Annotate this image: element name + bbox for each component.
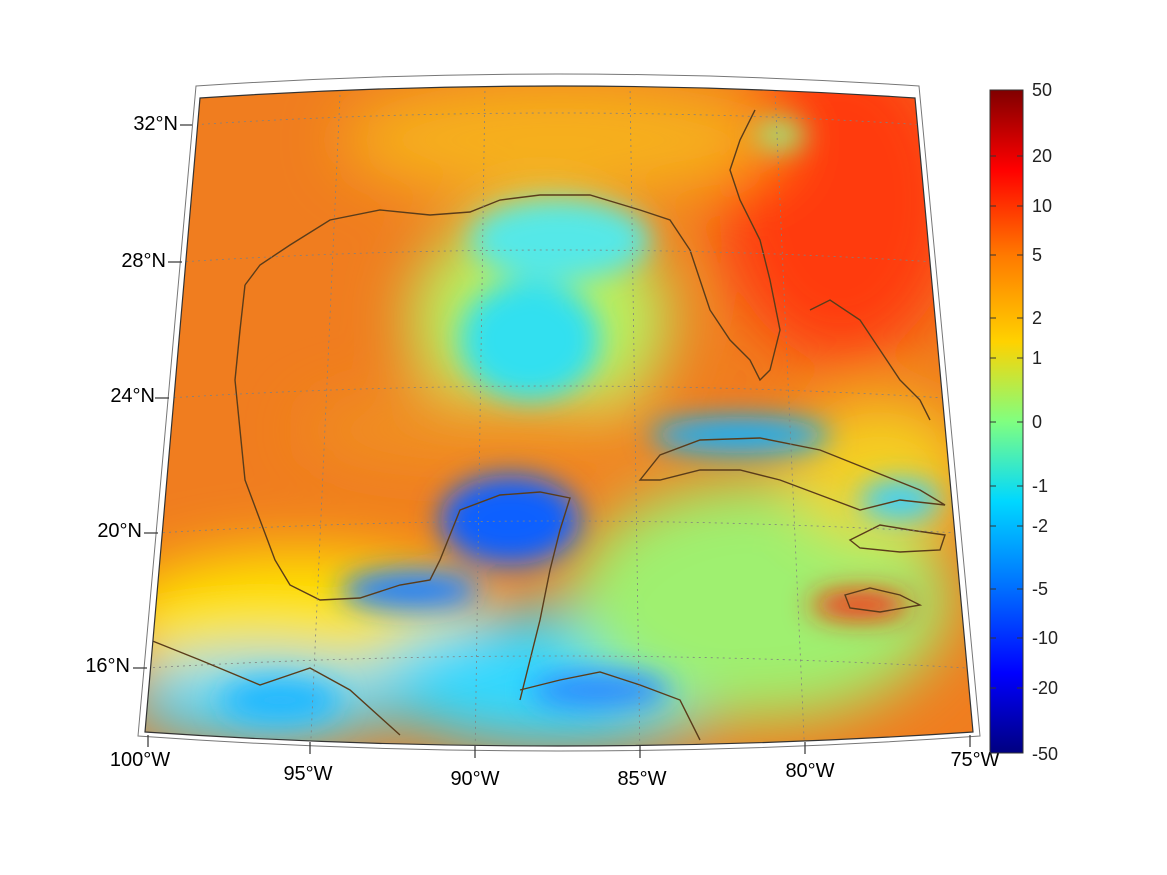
graticule <box>146 86 968 746</box>
coastline-jamaica <box>844 587 923 613</box>
colorbar-label: -5 <box>1032 579 1048 599</box>
colorbar-label: 2 <box>1032 308 1042 328</box>
lon-label-100w: 100°W <box>110 749 170 771</box>
longitude-labels: 100°W 95°W 90°W 85°W 80°W 75°W <box>110 749 1000 790</box>
coastline-pacific <box>149 639 401 736</box>
lon-label-85w: 85°W <box>617 768 666 790</box>
lon-label-95w: 95°W <box>283 763 332 785</box>
coastline-layer <box>149 109 946 741</box>
lat-label-32n: 32°N <box>133 113 178 135</box>
coastline-mexico <box>234 284 571 701</box>
colorbar-ticks <box>990 89 1023 754</box>
colorbar-label: -20 <box>1032 678 1058 698</box>
colorbar-label: 50 <box>1032 80 1052 100</box>
colorbar-label: 20 <box>1032 146 1052 166</box>
colorbar: 50 20 10 5 2 1 0 -1 -2 -5 -10 -20 -50 <box>989 80 1058 764</box>
colorbar-label: 0 <box>1032 412 1042 432</box>
lon-label-90w: 90°W <box>450 768 499 790</box>
coastline-bahamas <box>809 299 931 421</box>
colorbar-label: 10 <box>1032 196 1052 216</box>
data-field <box>145 86 973 746</box>
lon-label-80w: 80°W <box>785 760 834 782</box>
lat-label-20n: 20°N <box>97 520 142 542</box>
colorbar-label: -1 <box>1032 476 1048 496</box>
colorbar-label: -2 <box>1032 516 1048 536</box>
map-frame <box>144 85 974 747</box>
coastline-hispaniola <box>848 524 946 553</box>
colorbar-labels: 50 20 10 5 2 1 0 -1 -2 -5 -10 -20 -50 <box>1032 80 1058 764</box>
colorbar-label: 5 <box>1032 245 1042 265</box>
lat-label-16n: 16°N <box>85 655 130 677</box>
colorbar-label: 1 <box>1032 348 1042 368</box>
coastline-gulf <box>244 109 781 382</box>
colorbar-label: -10 <box>1032 628 1058 648</box>
coastline-honduras <box>519 671 701 741</box>
map-outer-frame <box>137 73 981 752</box>
lat-label-28n: 28°N <box>121 250 166 272</box>
lat-label-24n: 24°N <box>110 385 155 407</box>
coastline-cuba <box>638 437 946 511</box>
colorbar-label: -50 <box>1032 744 1058 764</box>
latitude-labels: 32°N 28°N 24°N 20°N 16°N <box>85 113 178 677</box>
lon-label-75w: 75°W <box>950 749 999 771</box>
axis-ticks <box>133 124 971 758</box>
